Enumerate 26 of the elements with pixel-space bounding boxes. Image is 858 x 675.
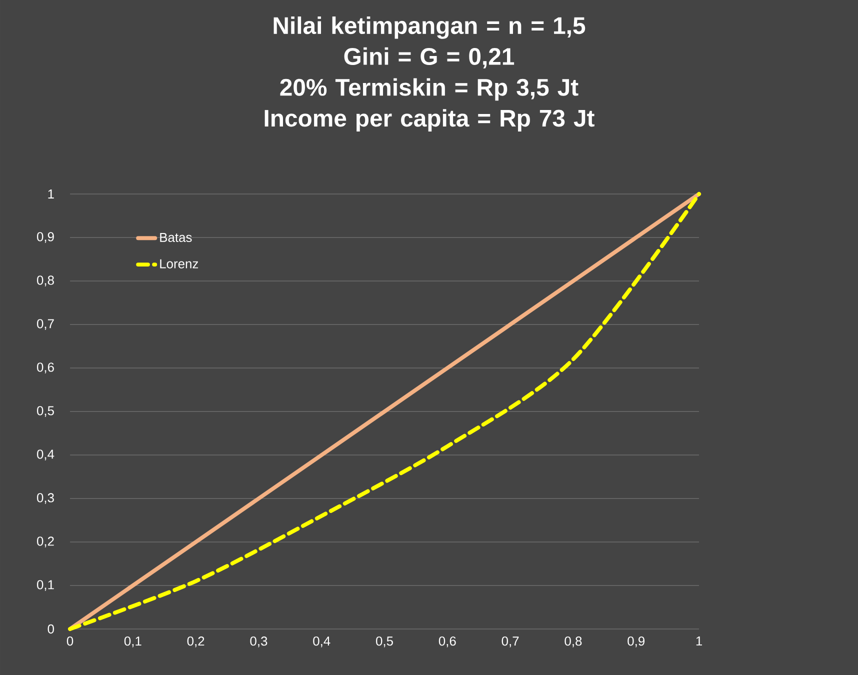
y-tick-label: 0,9 [36,232,54,243]
x-tick-label: 0,4 [313,636,330,648]
x-tick-label: 0 [66,636,74,646]
x-tick-label: 0,9 [628,636,645,648]
x-tick-label: 0,1 [124,636,142,648]
x-tick-label: 0,5 [376,636,393,648]
x-tick-label: 0,2 [187,636,204,648]
y-tick-label: 0,4 [36,450,54,460]
y-tick-label: 0 [48,624,54,634]
y-tick-label: 0,5 [36,406,54,417]
chart-title: Nilai ketimpangan = n = 1,5 Gini = G = 0,21 20% Termiskin = Rp 3,5 Jt Income per capita = Rp 73 Jt [264,16,594,132]
x-tick-label: 0,7 [502,636,519,648]
y-tick-label: 1 [48,190,54,198]
x-tick-label: 1 [696,636,702,646]
x-tick-label: 0,6 [438,636,456,648]
y-tick-label: 0,8 [36,276,54,286]
x-tick-label: 0,8 [564,636,582,648]
y-tick-label: 0,2 [36,536,54,548]
x-tick-label: 0,3 [250,636,268,648]
legend-label: Batas [160,232,192,242]
legend-label: Lorenz [160,259,198,268]
y-tick-label: 0,6 [36,362,54,374]
line-series [68,192,702,631]
y-tick-label: 0,7 [36,319,54,330]
y-tick-label: 0,1 [36,580,54,591]
y-tick-label: 0,3 [36,493,54,504]
